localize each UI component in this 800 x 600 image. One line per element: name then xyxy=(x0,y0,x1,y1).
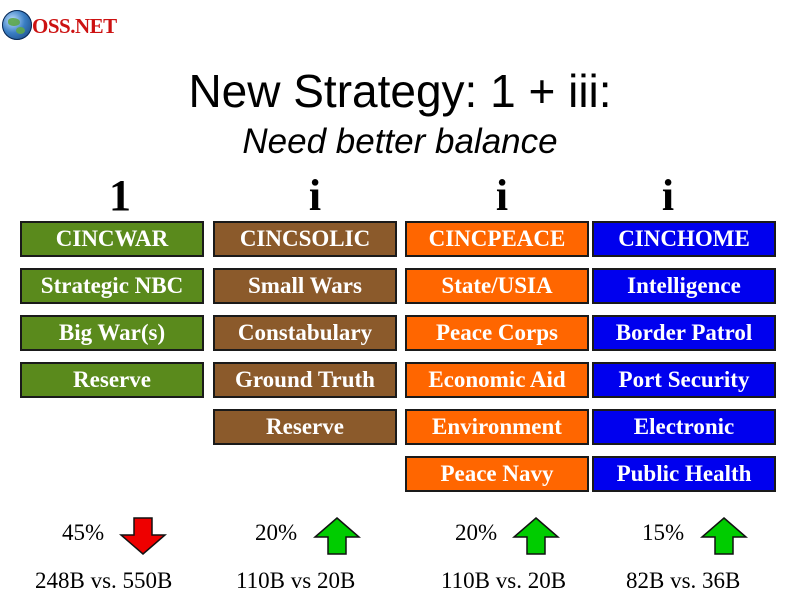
box-reserve-1: Reserve xyxy=(20,362,204,398)
amount-col-2: 110B vs 20B xyxy=(236,568,356,593)
slide-subtitle: Need better balance xyxy=(242,122,558,161)
arrow-up-icon xyxy=(700,517,748,555)
box-electronic: Electronic xyxy=(592,409,776,445)
column-head-1: 1 xyxy=(109,171,131,220)
arrow-up-icon xyxy=(512,517,560,555)
box-big-wars: Big War(s) xyxy=(20,315,204,351)
arrow-down-icon xyxy=(119,517,167,555)
box-state-usia: State/USIA xyxy=(405,268,589,304)
amount-col-1: 248B vs. 550B xyxy=(35,568,173,593)
box-strategic-nbc: Strategic NBC xyxy=(20,268,204,304)
column-head-4: i xyxy=(661,171,675,220)
box-cincsolic: CINCSOLIC xyxy=(213,221,397,257)
logo-text: OSS.NET xyxy=(32,14,117,38)
box-small-wars: Small Wars xyxy=(213,268,397,304)
column-head-2: i xyxy=(308,171,322,220)
slide-title: New Strategy: 1 + iii: xyxy=(188,65,612,117)
box-port-security: Port Security xyxy=(592,362,776,398)
box-public-health: Public Health xyxy=(592,456,776,492)
amount-col-4: 82B vs. 36B xyxy=(626,568,741,593)
box-intelligence: Intelligence xyxy=(592,268,776,304)
percent-col-3: 20% xyxy=(455,520,498,545)
box-economic-aid: Economic Aid xyxy=(405,362,589,398)
box-cincpeace: CINCPEACE xyxy=(405,221,589,257)
box-constabulary: Constabulary xyxy=(213,315,397,351)
globe-icon xyxy=(2,10,32,40)
percent-col-1: 45% xyxy=(62,520,105,545)
column-head-3: i xyxy=(495,171,509,220)
box-reserve-2: Reserve xyxy=(213,409,397,445)
box-ground-truth: Ground Truth xyxy=(213,362,397,398)
percent-col-2: 20% xyxy=(255,520,298,545)
box-environment: Environment xyxy=(405,409,589,445)
box-cinchome: CINCHOME xyxy=(592,221,776,257)
amount-col-3: 110B vs. 20B xyxy=(441,568,567,593)
box-cincwar: CINCWAR xyxy=(20,221,204,257)
box-peace-corps: Peace Corps xyxy=(405,315,589,351)
box-border-patrol: Border Patrol xyxy=(592,315,776,351)
oss-logo: OSS.NET xyxy=(2,6,132,42)
percent-col-4: 15% xyxy=(642,520,685,545)
arrow-up-icon xyxy=(313,517,361,555)
box-peace-navy: Peace Navy xyxy=(405,456,589,492)
